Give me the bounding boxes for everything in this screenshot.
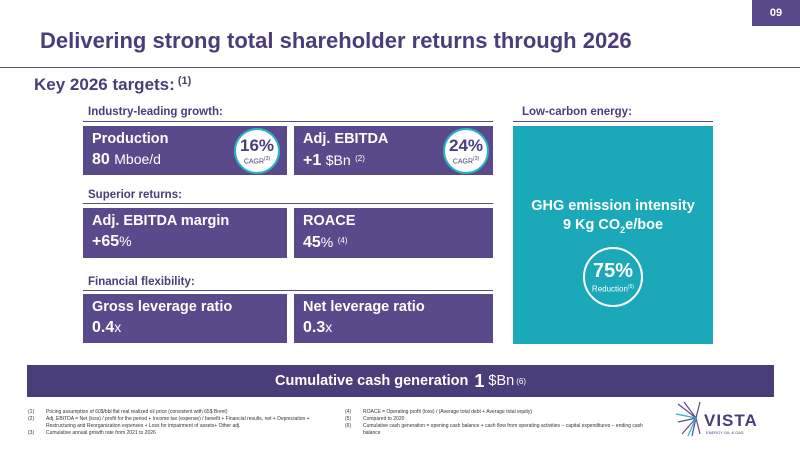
gross-leverage-card: Gross leverage ratio 0.4x [83,294,287,343]
net-leverage-card: Net leverage ratio 0.3x [294,294,493,343]
ghg-reduction-badge: 75% Reduction(5) [583,246,643,307]
footnote: (1) Pricing assumption of 60$/bbl flat re… [28,409,228,415]
vista-logo-tagline: ENERGY OIL & GAS [706,430,744,435]
ebitda-margin-card: Adj. EBITDA margin +65% [83,208,287,258]
flexibility-section-label: Financial flexibility: [88,276,195,288]
vista-logo-text: VISTA [704,411,758,430]
footnote: (2) Adj. EBITDA = Net (loss) / profit for… [28,416,310,429]
roace-card: ROACE 45% (4) [294,208,493,258]
adj-ebitda-label: Adj. EBITDA [303,131,389,147]
roace-value: 45% (4) [303,234,348,251]
ebitda-margin-label: Adj. EBITDA margin [92,213,230,229]
footnotes-left: (1) Pricing assumption of 60$/bbl flat re… [28,409,338,437]
footnote: (4) ROACE = Operating profit (loss) / (Av… [345,409,533,415]
ghg-value: 9 Kg CO2e/boe [562,217,664,235]
production-value: 80 Mboe/d [92,151,161,168]
title-divider [0,67,800,68]
growth-section-rule [83,121,493,122]
roace-label: ROACE [303,213,356,229]
page-title: Delivering strong total shareholder retu… [40,28,632,53]
cash-generation-bar: Cumulative cash generation 1 $Bn (6) [27,365,774,397]
vista-star-icon [675,400,702,438]
production-cagr-badge: 16% CAGR(3) [234,128,280,174]
adj-ebitda-value: +1 $Bn (2) [303,152,365,169]
ebitda-margin-value: +65% [92,233,132,250]
net-leverage-label: Net leverage ratio [303,299,425,315]
gross-leverage-value: 0.4x [92,319,122,336]
ebitda-cagr-badge: 24% CAGR(3) [443,128,489,174]
low-carbon-section-rule [513,121,713,122]
section-subtitle: Key 2026 targets: (1) [34,75,192,94]
low-carbon-section-label: Low-carbon energy: [522,106,632,118]
footnote: (5) Compared to 2020 [345,416,405,422]
ghg-card: GHG emission intensity 9 Kg CO2e/boe 75%… [513,126,713,344]
returns-section-rule [83,203,493,204]
footnote: (6) Cumulative cash generation = opening … [345,423,643,436]
production-label: Production [92,131,169,147]
returns-section-label: Superior returns: [88,189,182,201]
footnotes-right: (4) ROACE = Operating profit (loss) / (Av… [345,409,655,437]
growth-section-label: Industry-leading growth: [88,106,223,118]
footnote: (3) Cumulative annual growth rate from 20… [28,430,156,436]
page-number: 09 [752,0,800,26]
flexibility-section-rule [83,290,493,291]
ghg-label: GHG emission intensity [531,198,695,214]
gross-leverage-label: Gross leverage ratio [92,299,233,315]
net-leverage-value: 0.3x [303,319,333,336]
